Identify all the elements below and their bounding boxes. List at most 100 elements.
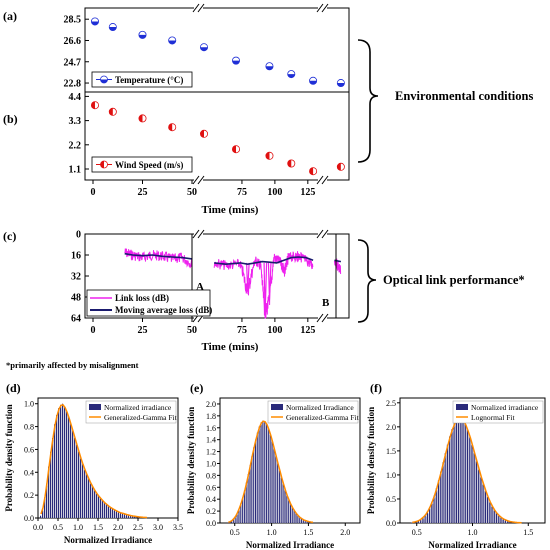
histogram-bar <box>82 464 84 518</box>
histogram-bar <box>106 504 108 518</box>
panel-e-xlabel: Normalized Irradiance <box>246 540 334 550</box>
panel-a-legend: Temperature (°C) <box>91 71 193 88</box>
link-loss-fade <box>263 262 268 316</box>
histogram-bar <box>46 483 48 518</box>
histogram-bar <box>498 515 501 523</box>
legend-histogram-label: Normalized irradiance <box>471 403 539 412</box>
panel-b-xlabel: Time (mins) <box>202 204 259 216</box>
panel-b-xtick-label: 100 <box>267 187 282 198</box>
wind-speed-point <box>138 114 147 123</box>
panel-e-ytick-label: 1.2 <box>206 448 216 457</box>
histogram-bar <box>232 518 235 523</box>
histogram-bar <box>278 470 281 523</box>
legend-histogram-label: Normalized Irradiance <box>286 403 354 412</box>
wind-speed-point <box>199 129 208 138</box>
panel-d-xtick-label: 3.5 <box>173 523 183 532</box>
histogram-bar <box>455 419 458 523</box>
histogram-bar <box>291 508 294 523</box>
histogram-bar <box>482 484 485 523</box>
link-loss-fade <box>267 262 272 300</box>
histogram-bar <box>282 484 285 523</box>
wind-speed-point <box>168 123 177 132</box>
histogram-bar <box>76 444 78 518</box>
panel-d-xtick-label: 1.5 <box>93 523 103 532</box>
legend-histogram-swatch <box>456 404 468 410</box>
temperature-point <box>231 56 240 65</box>
panel-e-fit-curve <box>228 420 314 524</box>
panel-c-letter: (c) <box>3 229 16 243</box>
histogram-bar <box>480 477 483 523</box>
histogram-bar <box>507 521 509 523</box>
histogram-bar <box>464 424 467 523</box>
histogram-bar <box>451 429 454 523</box>
panel-d-chart: 0.0 0.5 1.0 1.5 2.0 2.5 3.0 3.5 0.0 0.2 0.4 0.6 0.8 1… <box>4 397 183 545</box>
histogram-bar <box>108 506 110 518</box>
histogram-bar <box>136 516 138 518</box>
panel-c-xtick-label: 75 <box>237 325 247 336</box>
panel-e-letter: (e) <box>190 381 203 395</box>
histogram-bar <box>68 417 70 518</box>
histogram-bar <box>126 514 128 518</box>
panel-d-ytick-label: 1.0 <box>24 400 34 409</box>
legend-link-loss-label: Link loss (dB) <box>115 293 169 303</box>
wind-speed-point <box>309 167 318 176</box>
histogram-bar <box>495 513 499 523</box>
histogram-bar <box>50 451 52 518</box>
histogram-bar <box>504 520 507 523</box>
histogram-bar <box>304 520 307 523</box>
panel-f-ytick-label: 0.0 <box>386 519 396 528</box>
histogram-bar <box>132 515 134 518</box>
histogram-bar <box>267 428 270 523</box>
histogram-bar <box>238 508 241 523</box>
histogram-bar <box>227 522 229 523</box>
temperature-point <box>336 79 345 88</box>
histogram-bar <box>489 502 492 523</box>
panel-e-ytick-label: 0.4 <box>206 495 216 504</box>
panel-d-xtick-label: 3.0 <box>153 523 163 532</box>
histogram-bar <box>98 496 100 518</box>
histogram-bar <box>301 518 303 523</box>
histogram-bar <box>251 456 254 523</box>
link-loss-line <box>213 251 314 319</box>
histogram-bar <box>249 465 252 523</box>
histogram-bar <box>64 407 66 518</box>
histogram-bar <box>273 448 276 523</box>
histogram-bar <box>242 497 244 523</box>
panel-d-ytick-label: 0.4 <box>24 468 34 477</box>
histogram-bar <box>442 462 445 523</box>
link-loss-fade <box>246 262 250 292</box>
panel-f-chart: 0.5 1.0 1.5 0.0 0.5 1.0 1.5 2.0 2.5 Normalized ir… <box>366 397 546 550</box>
panel-f-xtick-label: 1.0 <box>468 528 478 537</box>
panel-e-ytick-label: 0.0 <box>206 519 216 528</box>
histogram-bar <box>493 510 496 523</box>
panel-a-ytick-label: 28.5 <box>64 15 82 26</box>
wind-speed-point <box>231 145 240 154</box>
panel-d-xtick-label: 2.0 <box>113 523 123 532</box>
histogram-bar <box>231 520 233 523</box>
histogram-bar <box>90 483 92 518</box>
histogram-bar <box>40 515 42 518</box>
histogram-bar <box>449 436 452 523</box>
histogram-bar <box>295 513 298 523</box>
optical-link-performance-label: Optical link performance* <box>383 273 525 287</box>
histogram-bar <box>473 453 476 523</box>
annotation-a: A <box>196 281 204 293</box>
legend-histogram-swatch <box>89 404 101 410</box>
panel-f-xtick-label: 1.5 <box>523 528 533 537</box>
legend-fit-label: Generalized-Gamma Fit <box>104 413 178 422</box>
environmental-conditions-label: Environmental conditions <box>395 89 533 103</box>
panel-d-ytick-label: 0.2 <box>24 491 34 500</box>
annotation-b: B <box>322 297 330 309</box>
temperature-point <box>287 70 296 79</box>
panel-f-letter: (f) <box>370 381 382 395</box>
histogram-bar <box>84 470 86 518</box>
panel-f-fit-curve <box>412 416 522 524</box>
histogram-bar <box>446 444 449 523</box>
histogram-bar <box>86 474 88 518</box>
histogram-bar <box>42 508 44 518</box>
legend-histogram-swatch <box>271 404 283 410</box>
panel-e-xtick-label: 2.0 <box>340 528 350 537</box>
histogram-bar <box>56 415 58 518</box>
